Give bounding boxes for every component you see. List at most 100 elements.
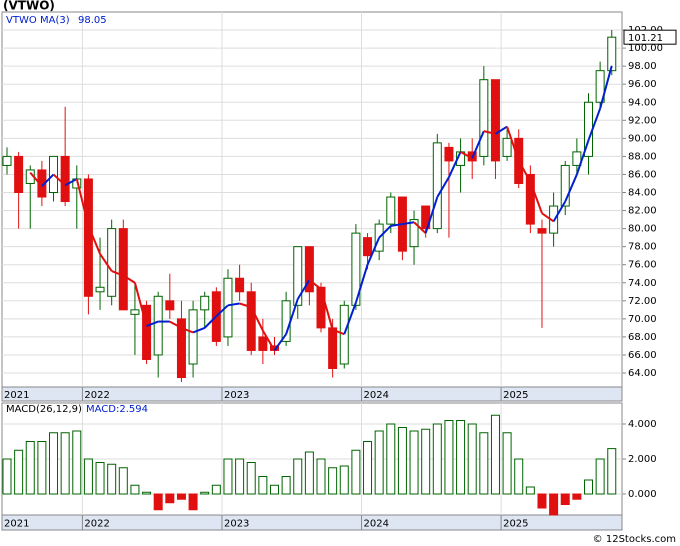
y-tick-label: 66.00 [628, 350, 657, 361]
ma-segment [29, 171, 43, 187]
x-tick-label: 2021 [4, 390, 29, 401]
candle-body [83, 178, 93, 297]
macd-bar [572, 493, 582, 500]
ma-segment [122, 274, 136, 284]
macd-bar [525, 486, 535, 495]
candle-body [339, 304, 349, 365]
macd-bar [223, 458, 233, 495]
macd-bar [444, 420, 454, 495]
macd-bar [200, 491, 210, 495]
ma-segment [332, 328, 345, 336]
macd-bar [188, 493, 198, 511]
candle-body [537, 228, 547, 234]
candle-body [2, 155, 12, 166]
y-tick-label: 74.00 [628, 278, 657, 289]
candle-body [607, 36, 617, 72]
macd-bar [386, 423, 396, 495]
candle-body [153, 295, 163, 356]
macd-bar [235, 458, 245, 495]
macd-bar [293, 458, 303, 495]
x-tick-label: 2024 [364, 390, 389, 401]
macd-bar [107, 463, 117, 495]
candle-body [142, 304, 152, 360]
candle-body [444, 146, 454, 162]
macd-bar [316, 458, 326, 495]
ma-segment [366, 237, 381, 266]
ma-segment [424, 196, 439, 234]
ma-segment [448, 151, 462, 178]
macd-bar [537, 493, 547, 509]
candle-body [118, 228, 128, 311]
macd-bar [142, 491, 152, 495]
ma-segment [436, 176, 450, 198]
macd-bar [130, 484, 140, 495]
y-tick-label: 84.00 [628, 188, 657, 199]
macd-bar [281, 476, 291, 495]
candle-body [200, 295, 210, 311]
macd-bar [456, 420, 466, 495]
candle-body [95, 286, 105, 293]
candle-body [293, 246, 303, 306]
macd-bar [421, 428, 431, 495]
macd-bar [467, 423, 477, 495]
macd-bar [397, 427, 407, 495]
candle-body [176, 318, 186, 379]
y-tick-label: 92.00 [628, 115, 657, 126]
candle-body [258, 336, 268, 351]
ma-segment [308, 279, 322, 290]
ma-segment [354, 264, 369, 303]
y-tick-label: 100.00 [628, 43, 663, 54]
ma-segment [99, 253, 113, 272]
candle-body [525, 173, 535, 225]
macd-bar [514, 458, 524, 495]
macd-bar [502, 432, 512, 495]
y-tick-label: 80.00 [628, 224, 657, 235]
candle-body [432, 142, 442, 230]
candle-body [409, 219, 419, 248]
ma-segment [215, 304, 229, 317]
y-tick-label: 76.00 [628, 260, 657, 271]
ma-segment [587, 108, 602, 141]
y-tick-label: 96.00 [628, 79, 657, 90]
macd-bar [304, 451, 314, 495]
ma-segment [471, 130, 485, 159]
ma-segment [483, 130, 496, 135]
macd-bar [72, 430, 82, 495]
macd-bar [479, 432, 489, 495]
candle-body [363, 237, 373, 257]
ma-segment [413, 221, 427, 234]
candle-body [304, 246, 314, 293]
candle-body [572, 151, 582, 166]
ma-segment [146, 320, 159, 328]
ma-segment [181, 326, 194, 334]
ma-segment [87, 225, 101, 255]
legend-prefix: MACD: [86, 404, 119, 415]
x-tick-label: 2022 [84, 519, 109, 530]
ma-segment [52, 173, 66, 187]
ma-segment [75, 178, 90, 227]
ma-segment [517, 160, 532, 183]
ma-segment [575, 139, 590, 175]
ma-segment [133, 282, 148, 327]
candle-body [479, 79, 489, 157]
macd-bar [25, 441, 35, 495]
ma-segment [506, 126, 520, 162]
candle-body [49, 155, 59, 194]
ma-segment [460, 151, 473, 160]
ma-segment [541, 212, 555, 223]
legend-value: 2.594 [119, 404, 148, 415]
ma-segment [64, 178, 78, 187]
macd-bar [258, 476, 268, 495]
macd-bar [339, 465, 349, 495]
y-tick-label: 68.00 [628, 332, 657, 343]
macd-bar [560, 493, 570, 505]
y-tick-label: 2.000 [628, 454, 657, 465]
macd-bar [37, 441, 47, 495]
macd-bar [49, 432, 59, 495]
ma-segment [192, 326, 206, 334]
y-tick-label: 0.000 [628, 489, 657, 500]
candle-body [235, 277, 245, 293]
ma-segment [552, 201, 567, 222]
legend-value: 98.05 [78, 15, 107, 26]
macd-bar [374, 430, 384, 495]
